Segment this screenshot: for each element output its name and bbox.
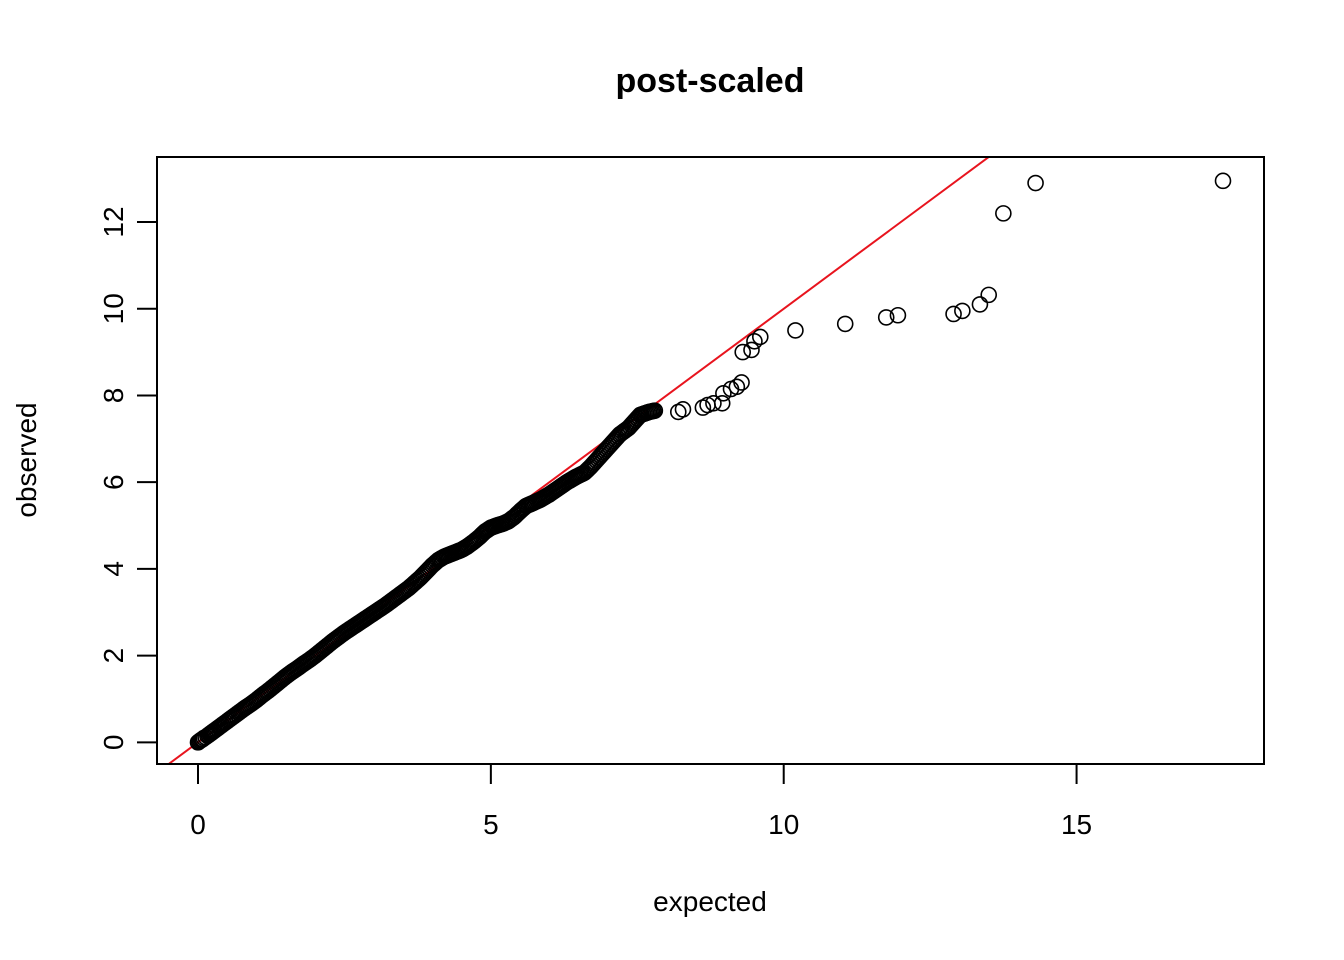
data-point (945, 305, 962, 323)
y-axis: 0 2 4 6 8 10 12 (98, 206, 158, 751)
x-tick-label: 5 (483, 809, 499, 840)
x-tick-label: 10 (768, 809, 799, 840)
data-point (954, 302, 971, 320)
data-point (787, 322, 804, 339)
data-point (971, 296, 989, 313)
data-point (713, 394, 731, 412)
data-point (646, 402, 664, 419)
x-tick-label: 15 (1061, 809, 1092, 840)
y-tick-label: 10 (98, 293, 129, 324)
data-point (836, 315, 854, 333)
data-point (705, 394, 722, 412)
y-tick-label: 6 (98, 474, 129, 490)
data-point (980, 286, 998, 304)
data-point (733, 374, 750, 391)
data-point (877, 309, 895, 326)
data-point (728, 378, 746, 396)
y-tick-label: 4 (98, 561, 129, 577)
y-axis-label: observed (11, 402, 42, 517)
data-point (889, 306, 907, 324)
data-point (1027, 174, 1044, 192)
x-axis-label: expected (653, 886, 767, 917)
data-point (1214, 172, 1232, 190)
x-tick-label: 0 (190, 809, 206, 840)
data-points (189, 172, 1232, 751)
plot-frame (156, 156, 1265, 765)
data-point (674, 401, 692, 418)
plot-area (167, 157, 1232, 764)
data-point (734, 343, 752, 361)
chart-title: post-scaled (616, 62, 805, 100)
data-point (743, 341, 760, 359)
y-tick-label: 0 (98, 735, 129, 751)
data-point (751, 328, 769, 346)
y-tick-label: 12 (98, 206, 129, 237)
y-tick-label: 8 (98, 388, 129, 404)
x-axis: 0 5 10 15 (190, 763, 1092, 840)
data-point (746, 332, 763, 350)
data-point (995, 205, 1012, 222)
y-tick-label: 2 (98, 648, 129, 664)
